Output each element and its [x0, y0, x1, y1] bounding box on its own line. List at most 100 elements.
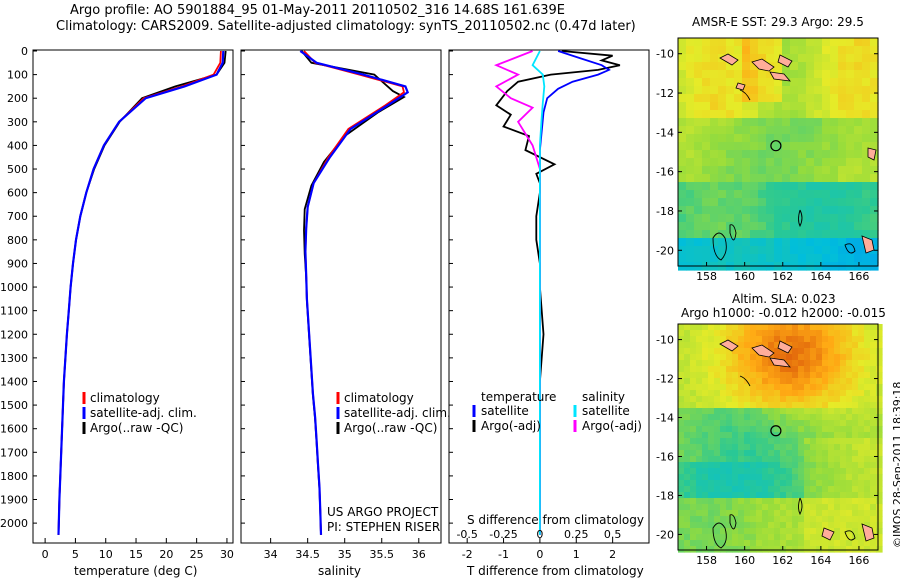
field-cell: [750, 468, 757, 475]
field-cell: [738, 354, 745, 361]
field-cell: [686, 118, 695, 127]
field-cell: [790, 230, 799, 239]
field-cell: [750, 110, 759, 119]
field-cell: [822, 206, 831, 215]
field-cell: [762, 480, 769, 487]
field-cell: [870, 450, 877, 457]
field-cell: [774, 78, 783, 87]
field-cell: [814, 166, 823, 175]
depth-tick-label: 1300: [0, 352, 28, 365]
field-cell: [750, 450, 757, 457]
field-cell: [790, 142, 799, 151]
depth-tick-label: 1100: [0, 305, 28, 318]
field-cell: [762, 498, 769, 505]
field-cell: [840, 408, 847, 415]
field-cell: [858, 384, 865, 391]
field-cell: [852, 498, 859, 505]
field-cell: [804, 414, 811, 421]
field-cell: [694, 238, 703, 247]
field-cell: [750, 348, 757, 355]
field-cell: [804, 516, 811, 523]
field-cell: [738, 342, 745, 349]
field-cell: [710, 254, 719, 263]
field-cell: [870, 546, 877, 553]
field-cell: [708, 504, 715, 511]
field-cell: [774, 142, 783, 151]
field-cell: [686, 246, 695, 255]
field-cell: [768, 366, 775, 373]
field-cell: [756, 546, 763, 553]
field-cell: [810, 444, 817, 451]
field-cell: [714, 504, 721, 511]
field-cell: [720, 510, 727, 517]
field-cell: [726, 62, 735, 71]
field-cell: [714, 384, 721, 391]
field-cell: [790, 102, 799, 111]
field-cell: [846, 510, 853, 517]
x-tick-label: 2: [609, 548, 616, 561]
field-cell: [708, 480, 715, 487]
field-cell: [876, 540, 883, 547]
field-cell: [780, 414, 787, 421]
field-cell: [854, 190, 863, 199]
field-cell: [726, 38, 735, 47]
field-cell: [714, 444, 721, 451]
field-cell: [702, 206, 711, 215]
field-cell: [742, 198, 751, 207]
field-cell: [774, 166, 783, 175]
field-cell: [726, 438, 733, 445]
field-cell: [750, 46, 759, 55]
field-cell: [738, 396, 745, 403]
field-cell: [690, 444, 697, 451]
field-cell: [830, 70, 839, 79]
field-cell: [790, 62, 799, 71]
field-cell: [720, 390, 727, 397]
field-cell: [804, 384, 811, 391]
field-cell: [864, 504, 871, 511]
field-cell: [742, 78, 751, 87]
field-cell: [858, 516, 865, 523]
field-cell: [774, 534, 781, 541]
field-cell: [774, 134, 783, 143]
field-cell: [714, 486, 721, 493]
field-cell: [726, 354, 733, 361]
field-cell: [726, 474, 733, 481]
sst-map-frame: [677, 37, 879, 267]
field-cell: [708, 426, 715, 433]
field-cell: [858, 426, 865, 433]
field-cell: [814, 86, 823, 95]
field-cell: [792, 378, 799, 385]
x-tick-label: -2: [462, 548, 473, 561]
field-cell: [846, 396, 853, 403]
field-cell: [678, 102, 687, 111]
field-cell: [828, 432, 835, 439]
field-cell: [858, 330, 865, 337]
field-cell: [768, 486, 775, 493]
field-cell: [804, 378, 811, 385]
field-cell: [720, 516, 727, 523]
series-line-salinity-satellite: [531, 50, 546, 535]
field-cell: [780, 432, 787, 439]
field-cell: [738, 438, 745, 445]
field-cell: [790, 222, 799, 231]
field-cell: [804, 330, 811, 337]
field-cell: [828, 378, 835, 385]
field-cell: [790, 206, 799, 215]
field-cell: [862, 62, 871, 71]
field-cell: [714, 336, 721, 343]
field-cell: [830, 150, 839, 159]
field-cell: [786, 546, 793, 553]
field-cell: [702, 402, 709, 409]
field-cell: [840, 426, 847, 433]
field-cell: [810, 438, 817, 445]
field-cell: [780, 534, 787, 541]
field-cell: [798, 474, 805, 481]
field-cell: [738, 468, 745, 475]
field-cell: [786, 468, 793, 475]
field-cell: [762, 330, 769, 337]
field-cell: [846, 190, 855, 199]
field-cell: [810, 330, 817, 337]
field-cell: [804, 360, 811, 367]
field-cell: [876, 468, 883, 475]
field-cell: [810, 324, 817, 331]
